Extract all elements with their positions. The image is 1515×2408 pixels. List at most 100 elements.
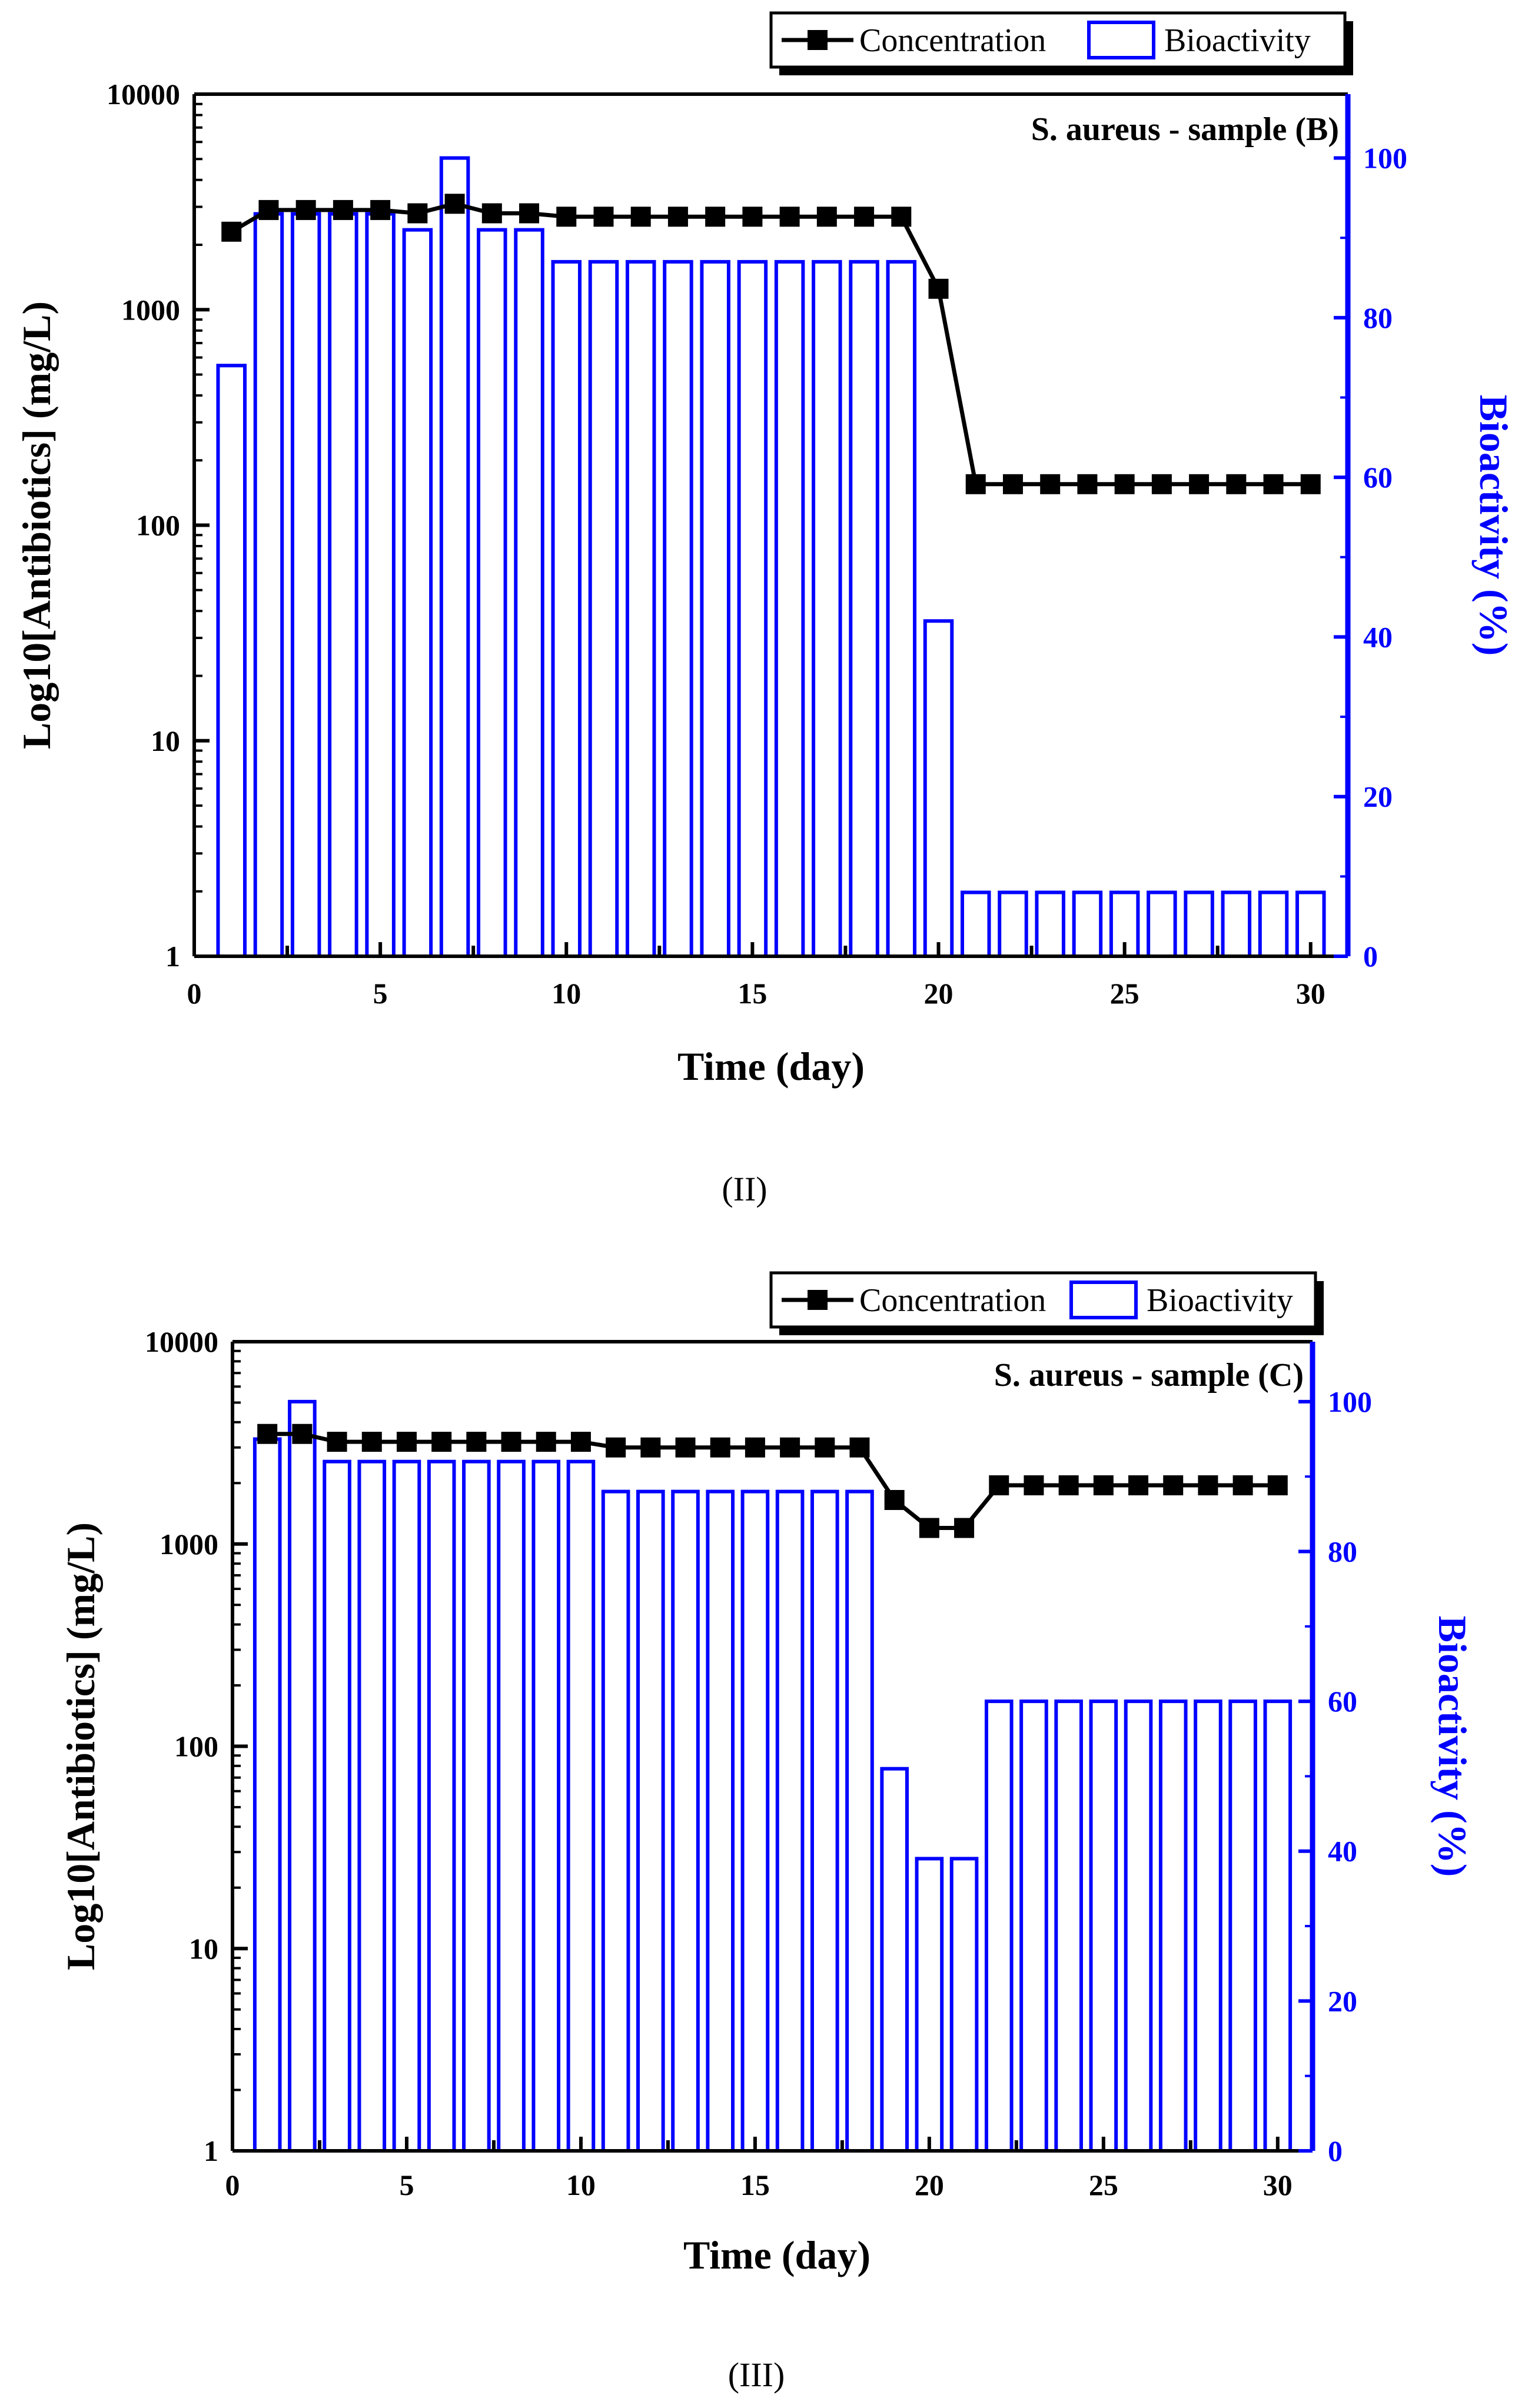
concentration-marker: [556, 207, 577, 227]
concentration-marker: [370, 199, 391, 220]
concentration-marker: [257, 1423, 278, 1444]
concentration-marker: [630, 207, 651, 227]
bioactivity-bar: [923, 619, 954, 959]
y-left-tick-label: 10000: [145, 1325, 218, 1358]
bioactivity-bar: [740, 1489, 770, 2153]
y-right-tick-label: 40: [1363, 620, 1393, 653]
concentration-marker: [1058, 1475, 1079, 1496]
concentration-marker: [1198, 1475, 1218, 1496]
y-left-axis-title: Log10[Antibiotics] (mg/L): [58, 1522, 103, 1970]
bioactivity-bar: [774, 260, 805, 959]
concentration-marker: [361, 1432, 382, 1452]
concentration-marker: [854, 207, 875, 227]
legend-box: [769, 1271, 1317, 1329]
concentration-marker: [1024, 1475, 1044, 1496]
x-tick-label: 0: [225, 2168, 240, 2201]
concentration-marker: [1040, 474, 1061, 494]
legend-box: [769, 11, 1347, 69]
bioactivity-bar: [477, 228, 507, 959]
y-right-tick-label: 80: [1328, 1535, 1357, 1568]
concentration-marker: [292, 1423, 313, 1444]
concentration-marker: [536, 1432, 556, 1452]
bioactivity-bar: [737, 260, 768, 959]
concentration-marker: [1267, 1475, 1288, 1496]
concentration-marker: [1077, 474, 1098, 494]
bioactivity-bar: [700, 260, 730, 959]
bioactivity-bar: [601, 1489, 630, 2153]
legend-label-bioactivity: Bioactivity: [1147, 1282, 1293, 1319]
concentration-marker: [1226, 474, 1247, 494]
bioactivity-bar: [1221, 890, 1252, 958]
bioactivity-bar: [706, 1489, 735, 2153]
concentration-marker: [593, 207, 614, 227]
concentration-marker: [258, 199, 279, 220]
chart-annotation: S. aureus - sample (C): [994, 1357, 1304, 1393]
bioactivity-bar: [365, 212, 396, 959]
bioactivity-bar: [551, 260, 582, 959]
concentration-marker: [815, 1437, 835, 1458]
bioactivity-bar: [1158, 1699, 1188, 2153]
bioactivity-bar: [588, 260, 619, 959]
y-right-tick-label: 100: [1328, 1385, 1372, 1418]
concentration-marker: [1263, 474, 1284, 494]
y-right-axis-title: Bioactivity (%): [1471, 395, 1515, 656]
y-right-tick-label: 40: [1328, 1835, 1357, 1868]
concentration-marker: [816, 207, 837, 227]
bioactivity-bar: [1019, 1699, 1048, 2153]
x-tick-label: 30: [1296, 977, 1325, 1010]
y-left-tick-label: 1000: [121, 293, 180, 326]
bioactivity-bar: [849, 260, 879, 959]
concentration-marker: [667, 207, 688, 227]
concentration-marker: [891, 207, 912, 227]
y-left-axis-title: Log10[Antibiotics] (mg/L): [14, 301, 59, 749]
concentration-marker: [570, 1432, 591, 1452]
y-left-tick-label: 10: [189, 1932, 218, 1965]
x-tick-label: 20: [915, 2168, 944, 2201]
x-tick-label: 20: [924, 977, 953, 1010]
bioactivity-bar: [357, 1459, 387, 2153]
x-tick-label: 5: [373, 977, 388, 1010]
bioactivity-bar: [1258, 890, 1289, 958]
legend-marker-swatch: [808, 1290, 828, 1310]
bioactivity-bar: [949, 1857, 979, 2153]
bioactivity-bar: [252, 1437, 282, 2153]
legend-label-concentration: Concentration: [859, 22, 1046, 59]
concentration-marker: [1300, 474, 1321, 494]
y-right-tick-label: 60: [1363, 461, 1393, 494]
bioactivity-bar: [1072, 890, 1103, 958]
bioactivity-bar: [392, 1459, 421, 2153]
bioactivity-bar: [402, 228, 433, 959]
concentration-marker: [295, 199, 316, 220]
x-tick-label: 15: [740, 2168, 770, 2201]
bioactivity-bar: [216, 364, 247, 958]
concentration-marker: [606, 1437, 626, 1458]
y-right-tick-label: 20: [1363, 780, 1393, 813]
bioactivity-bar: [663, 260, 693, 959]
bioactivity-bar: [253, 212, 284, 959]
bioactivity-bar: [1054, 1699, 1083, 2153]
legend-label-concentration: Concentration: [859, 1282, 1046, 1319]
concentration-marker: [1232, 1475, 1253, 1496]
concentration-marker: [928, 278, 949, 299]
bioactivity-bar: [566, 1459, 596, 2153]
concentration-marker: [779, 207, 800, 227]
bioactivity-bar: [1124, 1699, 1153, 2153]
y-left-tick-label: 1: [204, 2134, 218, 2167]
x-axis-title: Time (day): [683, 2233, 871, 2277]
y-left-tick-label: 100: [136, 509, 180, 542]
y-right-tick-label: 0: [1328, 2134, 1343, 2167]
concentration-marker: [742, 207, 763, 227]
y-left-tick-label: 10000: [107, 78, 180, 111]
x-tick-label: 10: [551, 977, 581, 1010]
legend-bar-swatch: [1069, 1281, 1138, 1319]
concentration-marker: [481, 203, 502, 224]
x-tick-label: 25: [1110, 977, 1139, 1010]
legend-label-bioactivity: Bioactivity: [1164, 22, 1311, 59]
chart-panel-iii: 0 5 10 15 20 25 30 1 10 100 1000 10000 0 20 40 60 80 100 T…: [58, 1271, 1475, 2394]
x-tick-label: 30: [1263, 2168, 1293, 2201]
concentration-marker: [1093, 1475, 1114, 1496]
bioactivity-bar: [290, 212, 321, 959]
bioactivity-bar: [514, 228, 544, 959]
y-right-tick-label: 80: [1363, 301, 1393, 334]
